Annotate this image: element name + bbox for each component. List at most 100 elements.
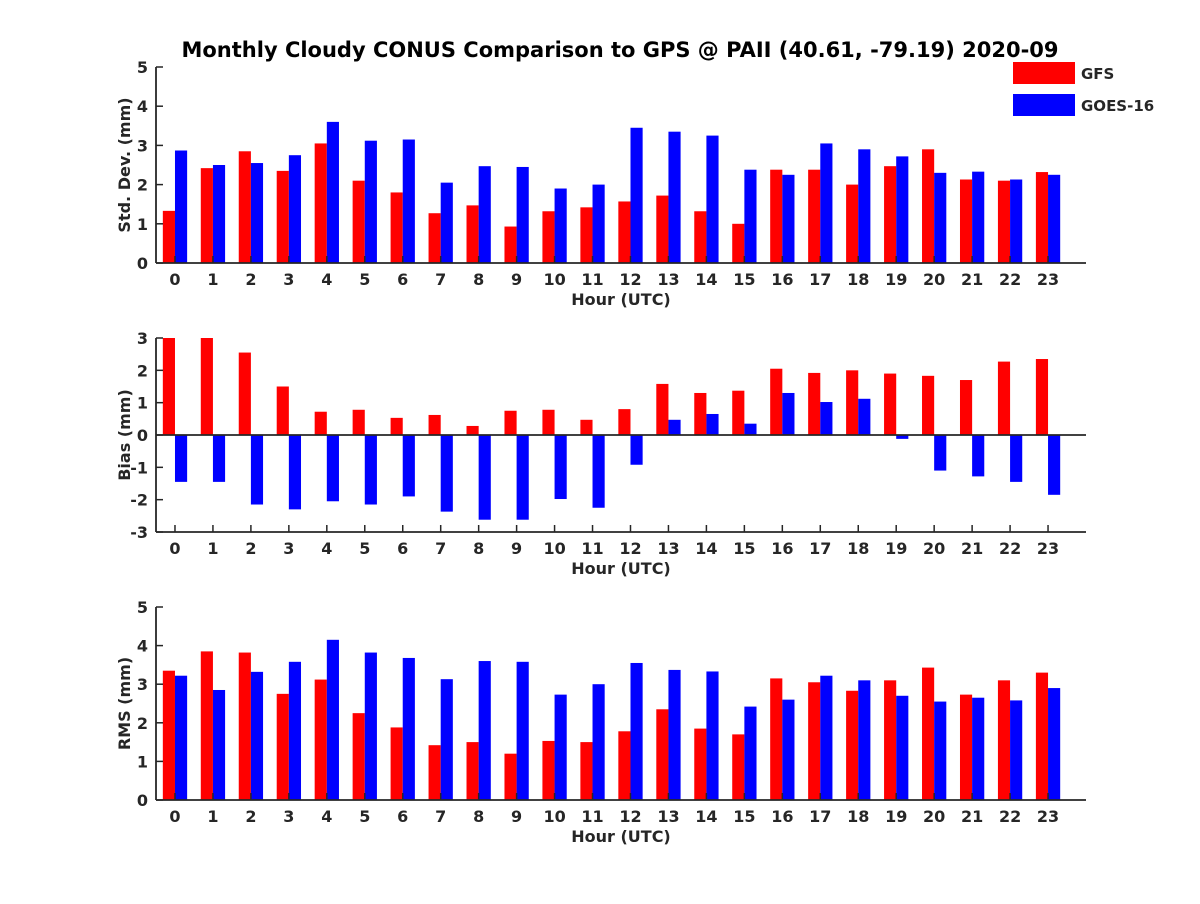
panel-2-x-tick-label-7: 7 (435, 539, 446, 558)
panel-2-x-tick-label-4: 4 (321, 539, 332, 558)
panel-1-x-tick-label-12: 12 (619, 270, 641, 289)
panel-2-bar-goes16-1 (212, 435, 226, 482)
panel-1-bar-gfs-6 (390, 192, 403, 263)
panel-2-bar-goes16-21 (972, 435, 985, 477)
panel-1-bar-gfs-0 (162, 210, 175, 263)
panel-1-y-tick-label-1: 1 (137, 215, 148, 234)
legend-swatch-gfs (1013, 62, 1075, 84)
panel-2-x-tick-label-17: 17 (809, 539, 831, 558)
panel-3-bar-goes16-1 (212, 689, 226, 800)
panel-3-bar-gfs-3 (276, 693, 289, 800)
panel-3-bar-gfs-2 (238, 652, 251, 800)
panel-1-bar-goes16-20 (934, 172, 947, 263)
panel-3-x-tick-label-10: 10 (543, 807, 565, 826)
panel-3-bar-gfs-14 (694, 728, 707, 800)
panel-2-x-tick-label-22: 22 (999, 539, 1021, 558)
panel-1-bar-gfs-2 (238, 151, 251, 263)
panel-3-bar-goes16-14 (706, 671, 719, 800)
panel-2-bar-gfs-7 (428, 414, 441, 435)
legend-swatch-goes16 (1013, 94, 1075, 116)
panel-1-x-tick-label-20: 20 (923, 270, 945, 289)
panel-2-y-tick-label-0: 0 (137, 426, 148, 445)
panel-1-bar-goes16-22 (1010, 179, 1023, 263)
panel-3-bar-goes16-9 (516, 661, 529, 800)
panel-2-bar-gfs-18 (846, 370, 859, 435)
panel-3-bar-goes16-10 (554, 694, 567, 800)
panel-2-x-tick-label-16: 16 (771, 539, 793, 558)
panel-3-bar-gfs-11 (580, 742, 593, 800)
panel-1-bar-gfs-9 (504, 226, 517, 263)
panel-3-bar-gfs-1 (200, 651, 213, 800)
legend-label-goes16: GOES-16 (1081, 97, 1154, 115)
panel-1-x-tick-label-8: 8 (473, 270, 484, 289)
panel-1-bar-goes16-15 (744, 169, 757, 263)
panel-3-x-tick-label-4: 4 (321, 807, 332, 826)
panel-1-bar-goes16-2 (250, 163, 264, 263)
panel-1-x-tick-label-23: 23 (1037, 270, 1059, 289)
panel-1-y-tick-label-4: 4 (137, 97, 148, 116)
panel-2-bar-goes16-17 (820, 402, 833, 435)
panel-3-bar-goes16-15 (744, 706, 757, 800)
panel-3-bar-goes16-0 (174, 675, 188, 800)
panel-2-bar-gfs-19 (884, 373, 897, 435)
panel-3-y-tick-label-1: 1 (137, 752, 148, 771)
panel-2-x-tick-label-0: 0 (169, 539, 180, 558)
panel-1-bar-goes16-8 (478, 166, 491, 263)
panel-3-y-tick-label-4: 4 (137, 637, 148, 656)
panel-1-x-tick-label-1: 1 (207, 270, 218, 289)
panel-2-x-tick-label-1: 1 (207, 539, 218, 558)
panel-2-bar-goes16-6 (402, 435, 415, 497)
panel-3-bar-gfs-19 (884, 680, 897, 800)
panel-3-bar-goes16-2 (250, 671, 264, 800)
panel-3-x-tick-label-11: 11 (581, 807, 603, 826)
panel-2-y-tick-label-2: 2 (137, 361, 148, 380)
panel-2-y-axis-label: Bias (mm) (115, 389, 134, 481)
panel-2-bar-gfs-12 (618, 409, 631, 435)
panel-3-x-tick-label-9: 9 (511, 807, 522, 826)
panel-2-bar-goes16-15 (744, 423, 757, 435)
panel-2-bar-goes16-14 (706, 413, 719, 435)
panel-1-bar-goes16-3 (288, 155, 302, 263)
panel-2-bar-gfs-23 (1035, 359, 1049, 435)
panel-3-bar-gfs-7 (428, 745, 441, 800)
panel-2-x-tick-label-14: 14 (695, 539, 717, 558)
panel-2-bar-gfs-6 (390, 417, 403, 435)
panel-2-bar-gfs-21 (959, 380, 973, 435)
panel-2-x-tick-label-5: 5 (359, 539, 370, 558)
panel-3-bar-goes16-3 (288, 661, 302, 800)
panel-2-y-tick-label--2: -2 (130, 491, 148, 510)
panel-3-bar-goes16-8 (478, 661, 491, 800)
panel-2-bar-gfs-3 (276, 386, 289, 435)
panel-3-bar-gfs-8 (466, 742, 479, 800)
panel-1-x-tick-label-21: 21 (961, 270, 983, 289)
panel-2-bar-gfs-22 (997, 361, 1011, 435)
panel-3-bar-gfs-9 (504, 753, 517, 800)
panel-3-y-tick-label-3: 3 (137, 675, 148, 694)
panel-2-bar-goes16-18 (858, 398, 871, 435)
panel-2-bar-gfs-2 (238, 352, 251, 435)
panel-2-bar-goes16-23 (1048, 435, 1061, 495)
panel-2-x-tick-label-19: 19 (885, 539, 907, 558)
panel-1-y-tick-label-0: 0 (137, 254, 148, 273)
panel-3-bar-gfs-15 (732, 734, 745, 800)
panel-2-bar-goes16-0 (174, 435, 188, 482)
panel-2-x-tick-label-6: 6 (397, 539, 408, 558)
panel-2-bar-gfs-16 (770, 368, 783, 435)
panel-2-x-tick-label-10: 10 (543, 539, 565, 558)
panel-1-bar-goes16-9 (516, 166, 529, 263)
panel-1-bar-gfs-10 (542, 211, 555, 263)
panel-3-x-tick-label-17: 17 (809, 807, 831, 826)
panel-3-bar-gfs-13 (656, 709, 669, 800)
panel-1-x-tick-label-3: 3 (283, 270, 294, 289)
panel-3-x-tick-label-12: 12 (619, 807, 641, 826)
panel-3-x-tick-label-1: 1 (207, 807, 218, 826)
panel-1-bar-gfs-7 (428, 213, 441, 263)
panel-3-bar-goes16-22 (1010, 700, 1023, 800)
panel-3-bar-goes16-19 (896, 695, 909, 800)
panel-2-bar-goes16-13 (668, 419, 681, 435)
panel-2-bar-goes16-22 (1010, 435, 1023, 482)
panel-1-x-tick-label-17: 17 (809, 270, 831, 289)
panel-1-bar-goes16-13 (668, 131, 681, 263)
panel-1-bar-gfs-8 (466, 205, 479, 263)
panel-1-bar-goes16-5 (364, 140, 377, 263)
